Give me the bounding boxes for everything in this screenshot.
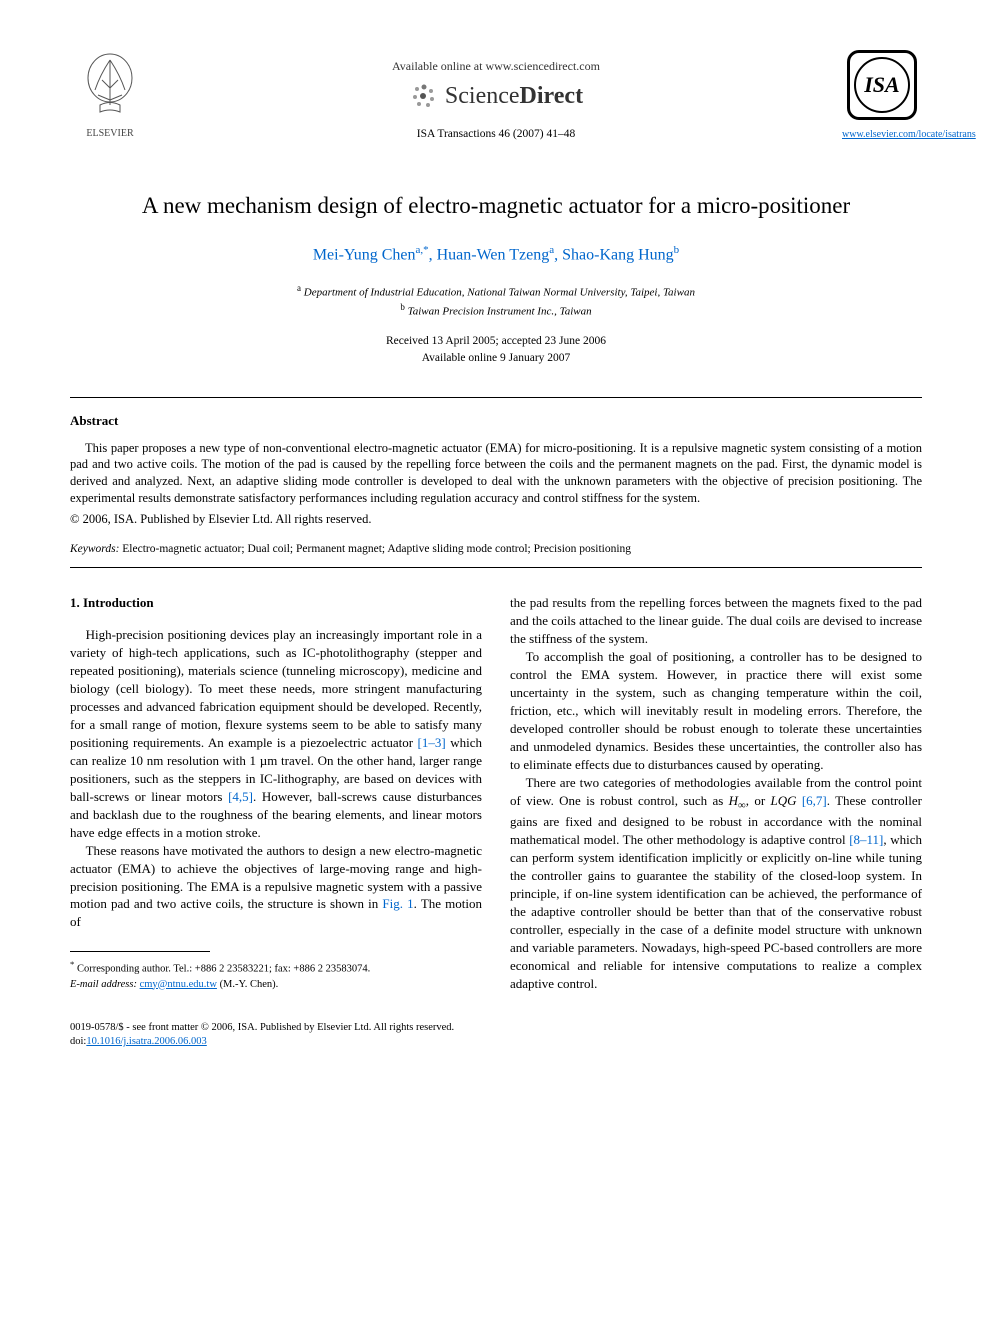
sd-bold: Direct: [520, 83, 584, 109]
received-date: Received 13 April 2005; accepted 23 June…: [386, 335, 606, 347]
online-date: Available online 9 January 2007: [422, 352, 571, 364]
p1a: High-precision positioning devices play …: [70, 627, 482, 750]
sd-light: Science: [445, 83, 520, 109]
footnotes: * Corresponding author. Tel.: +886 2 235…: [70, 958, 482, 992]
elsevier-label: ELSEVIER: [70, 127, 150, 141]
cite-4-5[interactable]: [4,5]: [228, 789, 253, 804]
section-1-heading: 1. Introduction: [70, 594, 482, 612]
column-left: 1. Introduction High-precision positioni…: [70, 594, 482, 992]
abstract-text: This paper proposes a new type of non-co…: [70, 440, 922, 508]
isa-inner-label: ISA: [854, 57, 910, 113]
author-3: Shao-Kang Hung: [562, 247, 674, 264]
intro-p3: To accomplish the goal of positioning, a…: [510, 648, 922, 774]
footer-doi: doi:10.1016/j.isatra.2006.06.003: [70, 1035, 922, 1050]
cite-8-11[interactable]: [8–11]: [849, 832, 883, 847]
p4e: , which can perform system identificatio…: [510, 832, 922, 991]
email-link[interactable]: cmy@ntnu.edu.tw: [140, 979, 217, 990]
intro-p1: High-precision positioning devices play …: [70, 626, 482, 841]
affiliations: a Department of Industrial Education, Na…: [70, 282, 922, 320]
footnote-rule: [70, 951, 210, 952]
fig-1-link[interactable]: Fig. 1: [382, 896, 413, 911]
journal-reference: ISA Transactions 46 (2007) 41–48: [150, 127, 842, 143]
corr-text: Corresponding author. Tel.: +886 2 23583…: [74, 964, 370, 975]
author-3-sup: b: [674, 244, 680, 256]
footer: 0019-0578/$ - see front matter © 2006, I…: [70, 1021, 922, 1050]
cite-6-7[interactable]: [6,7]: [802, 793, 827, 808]
isa-logo: ISA www.elsevier.com/locate/isatrans: [842, 50, 922, 142]
sciencedirect-logo: ScienceDirect: [150, 80, 842, 112]
corresponding-author: * Corresponding author. Tel.: +886 2 235…: [70, 958, 482, 977]
affil-a: Department of Industrial Education, Nati…: [304, 287, 695, 299]
email-line: E-mail address: cmy@ntnu.edu.tw (M.-Y. C…: [70, 978, 482, 993]
keywords: Keywords: Electro-magnetic actuator; Dua…: [70, 542, 922, 558]
doi-link[interactable]: 10.1016/j.isatra.2006.06.003: [86, 1036, 206, 1047]
isa-box-icon: ISA: [847, 50, 917, 120]
keywords-label: Keywords:: [70, 543, 119, 555]
elsevier-tree-icon: [80, 50, 140, 120]
article-dates: Received 13 April 2005; accepted 23 June…: [70, 333, 922, 368]
intro-p2: These reasons have motivated the authors…: [70, 842, 482, 932]
column-right: the pad results from the repelling force…: [510, 594, 922, 992]
sd-dots-icon: [409, 81, 439, 111]
elsevier-logo: ELSEVIER: [70, 50, 150, 140]
abstract-heading: Abstract: [70, 412, 922, 430]
rule-bottom: [70, 567, 922, 568]
author-2-sup: a: [549, 244, 554, 256]
keywords-text: Electro-magnetic actuator; Dual coil; Pe…: [119, 543, 631, 555]
affil-b-sup: b: [400, 302, 405, 312]
lqg: LQG: [771, 793, 797, 808]
affil-a-sup: a: [297, 283, 301, 293]
journal-homepage-link[interactable]: www.elsevier.com/locate/isatrans: [842, 129, 976, 140]
sciencedirect-text: ScienceDirect: [445, 80, 583, 112]
intro-p4: There are two categories of methodologie…: [510, 774, 922, 993]
doi-label: doi:: [70, 1036, 86, 1047]
author-2: Huan-Wen Tzeng: [437, 247, 550, 264]
rule-top: [70, 397, 922, 398]
abstract-copyright: © 2006, ISA. Published by Elsevier Ltd. …: [70, 511, 922, 528]
p4b: , or: [746, 793, 771, 808]
email-suffix: (M.-Y. Chen).: [217, 979, 278, 990]
authors: Mei-Yung Chena,*, Huan-Wen Tzenga, Shao-…: [70, 243, 922, 266]
author-1-sup: a,*: [415, 244, 428, 256]
author-1: Mei-Yung Chen: [313, 247, 416, 264]
intro-p2-cont: the pad results from the repelling force…: [510, 594, 922, 648]
footer-copyright: 0019-0578/$ - see front matter © 2006, I…: [70, 1021, 922, 1036]
hinf: H: [729, 793, 738, 808]
email-label: E-mail address:: [70, 979, 137, 990]
available-online-text: Available online at www.sciencedirect.co…: [150, 58, 842, 74]
hinf-sub: ∞: [738, 799, 746, 811]
body-columns: 1. Introduction High-precision positioni…: [70, 594, 922, 992]
affil-b: Taiwan Precision Instrument Inc., Taiwan: [408, 306, 592, 318]
header-row: ELSEVIER Available online at www.science…: [70, 50, 922, 142]
cite-1-3[interactable]: [1–3]: [418, 735, 446, 750]
article-title: A new mechanism design of electro-magnet…: [70, 190, 922, 221]
center-header: Available online at www.sciencedirect.co…: [150, 50, 842, 142]
